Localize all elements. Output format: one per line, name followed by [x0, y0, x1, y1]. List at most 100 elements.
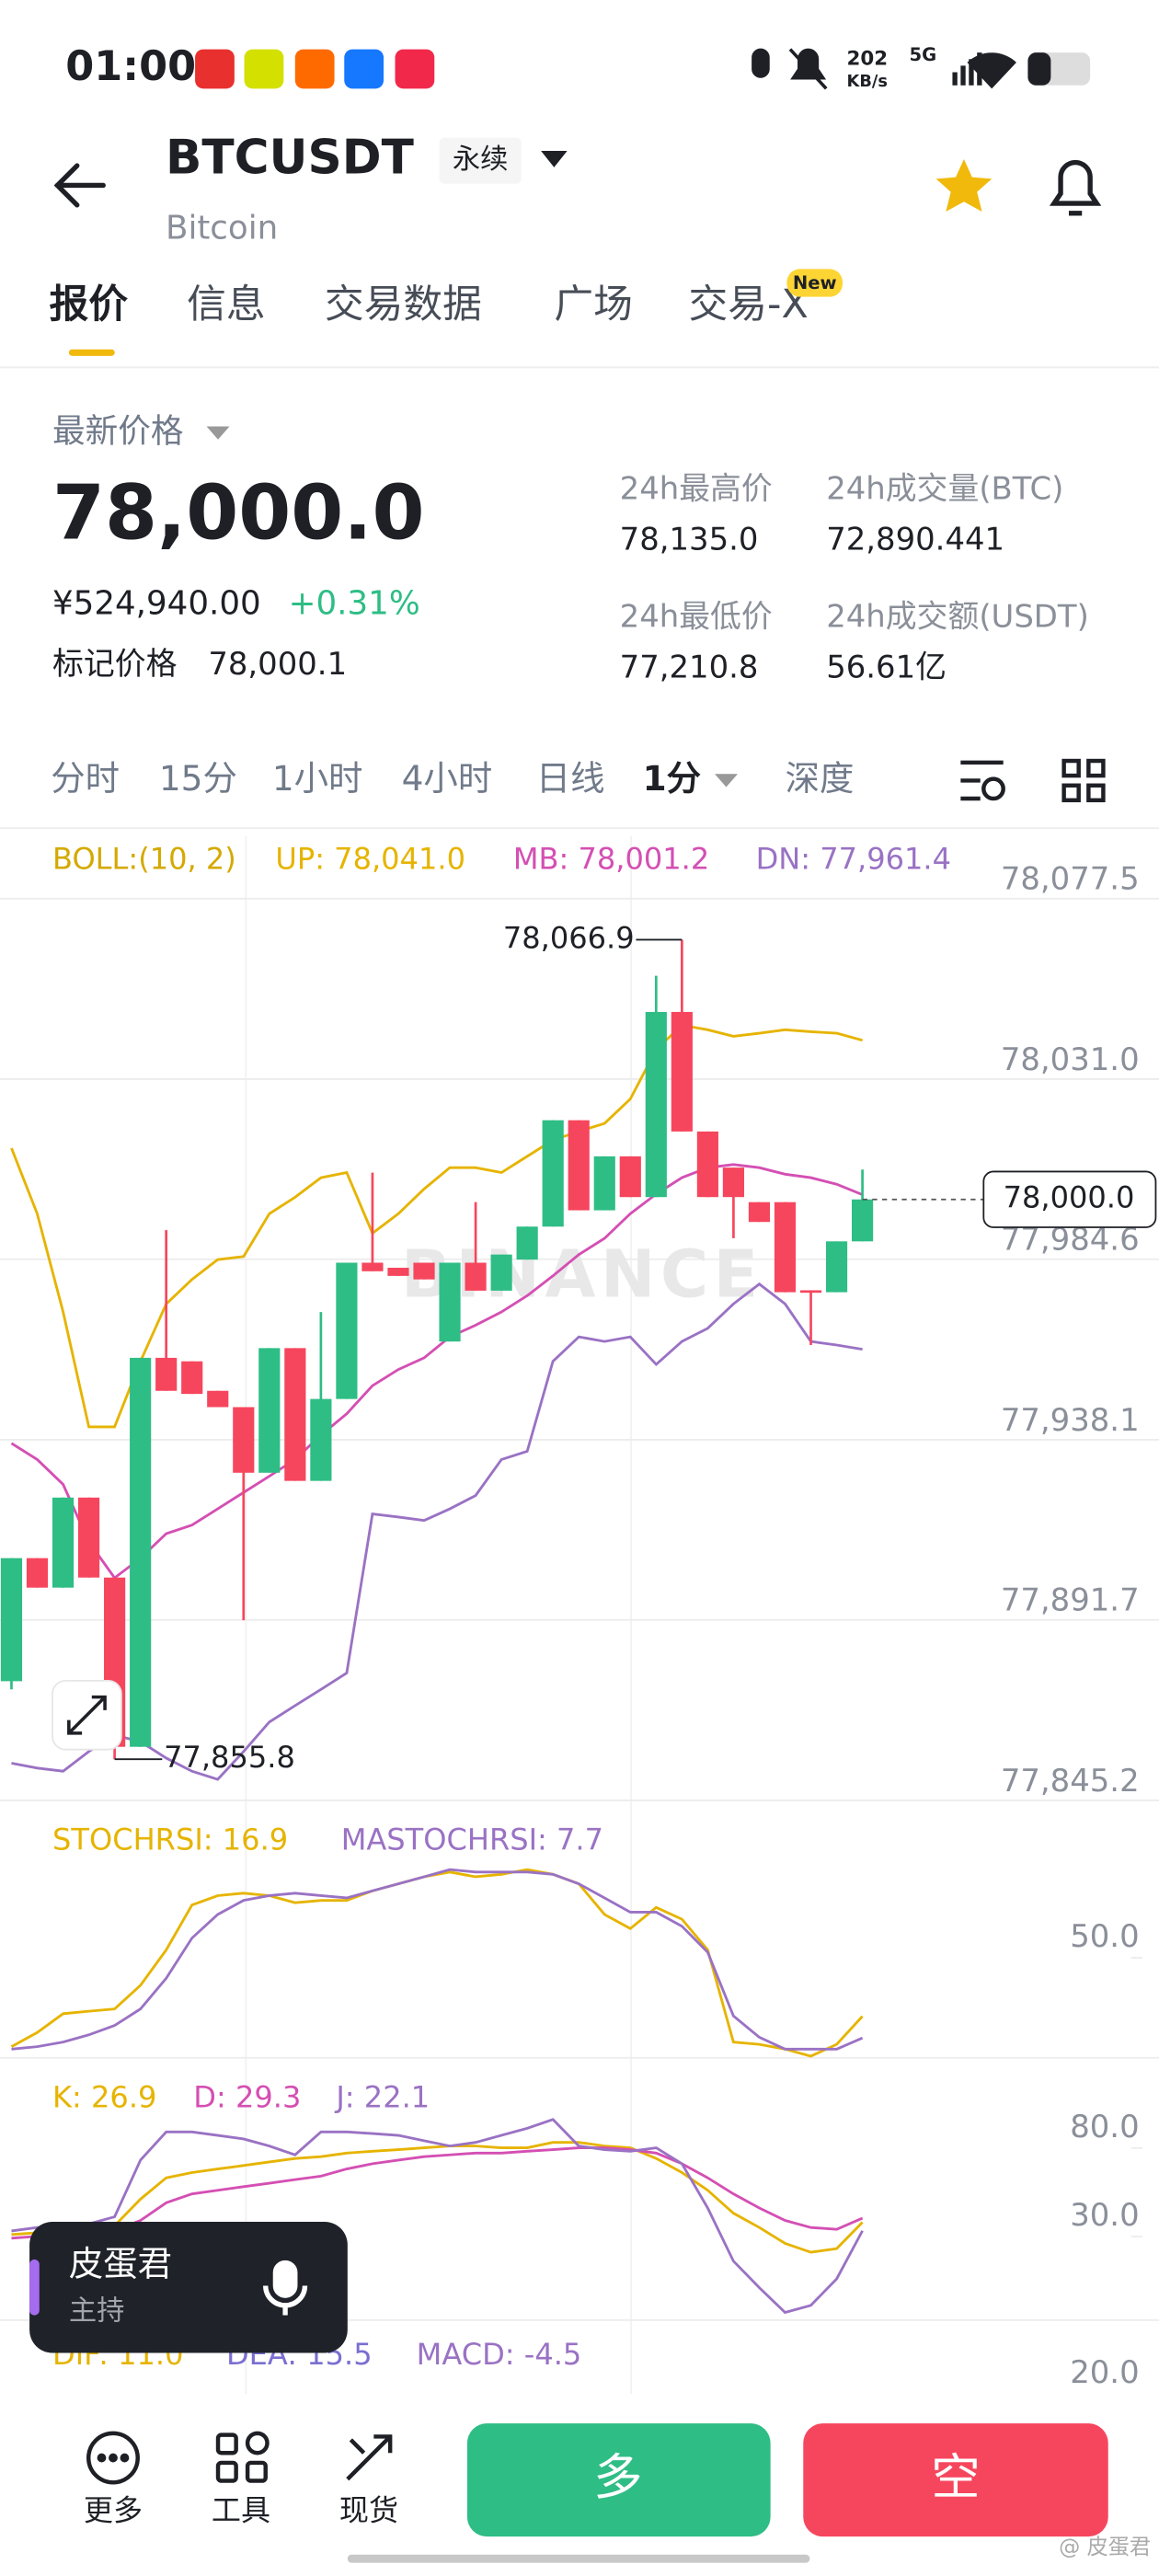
more-label[interactable]: 更多	[84, 2492, 143, 2527]
y-tick-label: 77,845.2	[1001, 1763, 1140, 1799]
indicator-line	[11, 2141, 864, 2254]
indicator-line	[11, 2118, 864, 2315]
last-price: 78,000.0	[52, 470, 424, 558]
legend-entry: D: 29.3	[193, 2079, 301, 2114]
candle-body	[52, 1497, 75, 1588]
favorite-star[interactable]	[935, 158, 993, 212]
chart-settings-icon[interactable]	[960, 760, 1005, 801]
interval-dropdown[interactable]	[715, 774, 738, 788]
candle-body	[774, 1202, 797, 1293]
tab[interactable]: 信息	[187, 282, 266, 328]
long-label[interactable]: 多	[593, 2448, 642, 2506]
last-price-label: 最新价格	[52, 413, 184, 451]
app-icon	[395, 49, 435, 89]
y-tick-label: 30.0	[1070, 2197, 1139, 2233]
candle-body	[568, 1120, 590, 1211]
low-label: 77,855.8	[164, 1740, 295, 1775]
live-overlay[interactable]	[29, 2221, 348, 2353]
candle-body	[361, 1262, 384, 1271]
net-unit: KB/s	[847, 72, 889, 91]
candle-body	[233, 1407, 255, 1473]
candle-body	[825, 1241, 848, 1293]
indicator-line	[11, 1282, 863, 1781]
mic-button[interactable]	[263, 2260, 308, 2316]
mute-slash	[788, 48, 828, 90]
alert-bell[interactable]	[1049, 159, 1102, 216]
spot-label[interactable]: 现货	[339, 2492, 398, 2527]
candle-body	[516, 1226, 538, 1260]
stat-value: 78,135.0	[620, 522, 759, 558]
indicator-line	[10, 1163, 864, 1581]
candle-body	[465, 1262, 487, 1291]
candle-body	[852, 1199, 874, 1242]
app-icon	[195, 49, 235, 89]
legend-entry: UP: 78,041.0	[275, 842, 465, 877]
legend-entry: DN: 77,961.4	[756, 842, 951, 877]
contract-type: 永续	[453, 144, 509, 176]
symbol-dropdown[interactable]	[541, 151, 568, 167]
app-icon	[294, 49, 335, 89]
mic-icon	[752, 48, 770, 78]
candle-body	[696, 1131, 718, 1198]
legend-entry: J: 22.1	[334, 2079, 430, 2114]
more-icon[interactable]	[86, 2431, 140, 2485]
spot-icon[interactable]	[346, 2434, 393, 2481]
interval[interactable]: 日线	[536, 758, 605, 799]
candle-body	[722, 1167, 745, 1198]
interval[interactable]: 4小时	[402, 758, 493, 799]
new-badge	[786, 269, 843, 297]
interval[interactable]: 1分	[643, 758, 701, 799]
candle-body	[619, 1156, 641, 1198]
layout-icon[interactable]	[1061, 758, 1106, 803]
interval[interactable]: 深度	[786, 758, 855, 799]
network-type: 5G	[910, 44, 937, 65]
stat-value: 56.61亿	[826, 650, 947, 685]
price-type-dropdown[interactable]	[206, 426, 230, 440]
watermark: @ 皮蛋君	[1059, 2536, 1151, 2559]
short-button[interactable]	[803, 2423, 1108, 2537]
cny-price: ¥524,940.00	[52, 585, 261, 623]
tools-icon[interactable]	[215, 2431, 270, 2483]
indicator-line	[10, 1023, 863, 1429]
candle-body	[77, 1497, 100, 1578]
long-button[interactable]	[466, 2423, 771, 2537]
notification-icons	[195, 49, 435, 89]
symbol[interactable]: BTCUSDT	[166, 131, 414, 186]
live-accent	[29, 2259, 40, 2316]
candle-body	[181, 1361, 203, 1395]
tab[interactable]: 报价	[49, 282, 128, 328]
candle-body	[310, 1398, 332, 1481]
y-tick-label: 78,031.0	[1001, 1041, 1140, 1077]
active-tab-indicator	[68, 349, 115, 356]
new-badge-text: New	[793, 272, 837, 293]
legend-entry: MB: 78,001.2	[513, 842, 709, 877]
tab[interactable]: 广场	[554, 282, 633, 328]
candle-body	[26, 1558, 49, 1588]
interval[interactable]: 15分	[159, 758, 237, 799]
candle-body	[748, 1202, 771, 1223]
legend-entry: STOCHRSI: 16.9	[52, 1822, 288, 1857]
stat-label: 24h成交量(BTC)	[826, 470, 1063, 506]
candle-body	[645, 1011, 667, 1198]
interval[interactable]: 1小时	[272, 758, 363, 799]
y-tick-label: 78,077.5	[1001, 861, 1140, 897]
tools-label[interactable]: 工具	[212, 2492, 270, 2527]
short-label[interactable]: 空	[931, 2448, 980, 2506]
candle-body	[0, 1558, 23, 1682]
tab[interactable]: 交易数据	[325, 282, 482, 328]
tab-bar: 报价 信息 交易数据 广场 交易-X	[49, 282, 808, 328]
indicator-label: BOLL:(10, 2)	[52, 842, 236, 877]
interval[interactable]: 分时	[51, 758, 120, 799]
wifi-icon	[967, 52, 1016, 89]
candle-body	[207, 1390, 229, 1408]
stat-label: 24h最低价	[620, 598, 773, 634]
candle-body	[284, 1348, 306, 1481]
back-button[interactable]	[53, 163, 106, 208]
battery-level	[1027, 52, 1051, 86]
candle-body	[258, 1348, 281, 1473]
status-time: 01:00	[65, 42, 196, 90]
signal-bar	[952, 72, 958, 86]
signal-bar	[969, 59, 974, 86]
candle-body	[490, 1254, 512, 1291]
